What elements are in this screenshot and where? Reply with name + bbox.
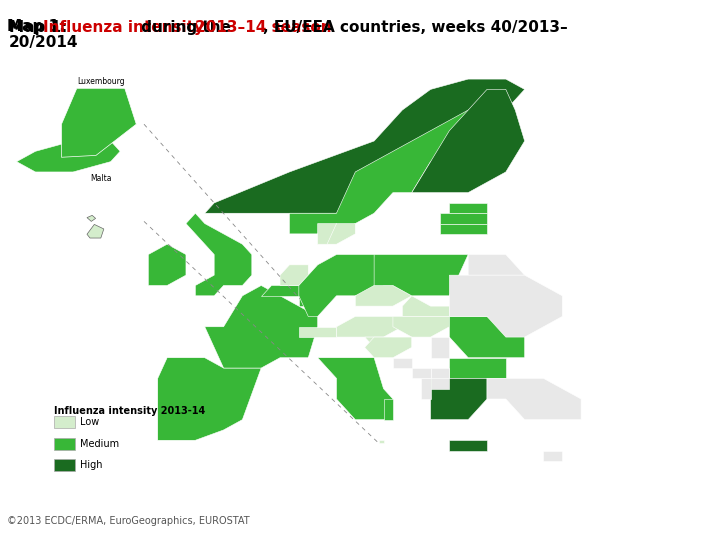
- Bar: [54, 437, 75, 450]
- Polygon shape: [379, 440, 384, 443]
- Polygon shape: [289, 110, 506, 234]
- Polygon shape: [355, 286, 412, 306]
- Polygon shape: [61, 88, 136, 157]
- Text: Medium: Medium: [80, 438, 120, 449]
- Polygon shape: [186, 213, 252, 296]
- Polygon shape: [87, 215, 96, 221]
- Polygon shape: [412, 90, 525, 193]
- Polygon shape: [318, 224, 336, 244]
- Polygon shape: [204, 79, 525, 213]
- Polygon shape: [261, 286, 299, 296]
- Polygon shape: [449, 316, 525, 357]
- Polygon shape: [468, 254, 525, 275]
- Polygon shape: [440, 224, 487, 234]
- Polygon shape: [393, 357, 412, 368]
- Polygon shape: [318, 224, 355, 244]
- Polygon shape: [431, 379, 449, 389]
- Polygon shape: [431, 379, 487, 420]
- Text: Influenza intensity 2013-14: Influenza intensity 2013-14: [54, 406, 205, 416]
- Bar: [54, 459, 75, 471]
- Polygon shape: [17, 141, 120, 172]
- Polygon shape: [449, 357, 506, 379]
- Text: Map 1:: Map 1:: [7, 19, 71, 34]
- Polygon shape: [544, 450, 562, 461]
- Polygon shape: [365, 337, 393, 347]
- Polygon shape: [87, 225, 104, 238]
- Polygon shape: [440, 213, 487, 224]
- Polygon shape: [299, 296, 308, 306]
- Text: Map 1:: Map 1:: [9, 20, 72, 35]
- Polygon shape: [280, 265, 308, 286]
- Polygon shape: [299, 327, 336, 337]
- Text: Low: Low: [80, 417, 99, 427]
- Polygon shape: [148, 244, 186, 286]
- Polygon shape: [365, 337, 412, 357]
- Polygon shape: [431, 368, 449, 379]
- Polygon shape: [308, 357, 393, 420]
- Polygon shape: [393, 316, 449, 337]
- Polygon shape: [487, 379, 581, 420]
- Bar: [54, 416, 75, 428]
- Text: High: High: [80, 460, 103, 470]
- Text: , EU/EEA countries, weeks 40/2013–: , EU/EEA countries, weeks 40/2013–: [264, 20, 568, 35]
- Polygon shape: [158, 357, 261, 440]
- Polygon shape: [374, 254, 468, 296]
- Polygon shape: [449, 440, 487, 450]
- Polygon shape: [384, 399, 393, 420]
- Title: Malta: Malta: [90, 174, 112, 183]
- Polygon shape: [421, 379, 431, 399]
- Polygon shape: [336, 316, 402, 337]
- Title: Luxembourg: Luxembourg: [77, 77, 125, 86]
- Polygon shape: [204, 286, 318, 368]
- Polygon shape: [449, 275, 562, 337]
- Polygon shape: [431, 337, 449, 357]
- Text: 2013–14 season: 2013–14 season: [194, 20, 331, 35]
- Polygon shape: [412, 368, 431, 379]
- Polygon shape: [402, 296, 449, 316]
- Polygon shape: [449, 203, 487, 213]
- Text: during the: during the: [136, 20, 236, 35]
- Text: ©2013 ECDC/ERMA, EuroGeographics, EUROSTAT: ©2013 ECDC/ERMA, EuroGeographics, EUROST…: [7, 516, 250, 526]
- Text: 20/2014: 20/2014: [9, 35, 78, 50]
- Polygon shape: [299, 254, 384, 316]
- Text: Influenza intensity: Influenza intensity: [43, 20, 204, 35]
- Polygon shape: [158, 379, 176, 430]
